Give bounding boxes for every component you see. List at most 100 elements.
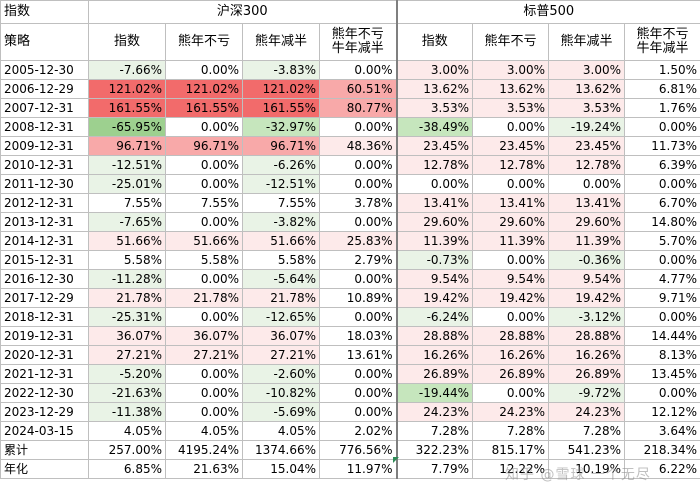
data-cell: 21.78% — [242, 288, 320, 308]
data-cell: 13.62% — [472, 79, 550, 99]
data-cell: 0.00% — [395, 174, 474, 194]
table-row: 2016-12-30 -11.28% 0.00% -5.64% 0.00% 9.54% 9.… — [0, 269, 700, 289]
data-cell: 7.55% — [88, 193, 166, 213]
data-cell: 24.23% — [395, 402, 474, 422]
data-cell: 3.64% — [624, 421, 700, 441]
data-cell: 26.89% — [548, 364, 626, 384]
data-cell: 161.55% — [165, 98, 243, 118]
data-cell: 21.78% — [165, 288, 243, 308]
row-date: 2008-12-31 — [0, 117, 89, 137]
summary-cell: 6.85% — [88, 459, 166, 479]
summary-label: 年化 — [0, 459, 89, 479]
row-date: 2006-12-29 — [0, 79, 89, 99]
data-cell: 29.60% — [472, 212, 550, 232]
summary-cell: 322.23% — [395, 440, 474, 460]
col-header: 熊年不亏 牛年减半 — [624, 23, 700, 61]
data-cell: 0.00% — [318, 174, 398, 194]
header-row-groups: 指数 沪深300 标普500 — [0, 0, 700, 24]
data-cell: 0.00% — [472, 383, 550, 403]
data-cell: 3.00% — [472, 60, 550, 80]
data-cell: 1.76% — [624, 98, 700, 118]
summary-row: 累计 257.00% 4195.24% 1374.66% 776.56% 322.23% 8… — [0, 440, 700, 460]
row-date: 2015-12-31 — [0, 250, 89, 270]
data-cell: 3.53% — [548, 98, 626, 118]
data-cell: 0.00% — [318, 117, 398, 137]
data-cell: 36.07% — [88, 326, 166, 346]
col-header: 熊年不亏 — [165, 23, 243, 61]
table-row: 2007-12-31 161.55% 161.55% 161.55% 80.77% 3.5… — [0, 98, 700, 118]
row-date: 2018-12-31 — [0, 307, 89, 327]
data-cell: 9.54% — [472, 269, 550, 289]
data-cell: 4.05% — [242, 421, 320, 441]
data-cell: 16.26% — [395, 345, 474, 365]
summary-cell: 776.56% — [318, 440, 398, 460]
row-date: 2021-12-31 — [0, 364, 89, 384]
returns-table: 指数 沪深300 标普500 策略 指数 熊年不亏 熊年减半 熊年不亏 牛年减半… — [0, 0, 700, 479]
data-cell: 3.53% — [472, 98, 550, 118]
data-cell: 28.88% — [395, 326, 474, 346]
data-cell: -12.65% — [242, 307, 320, 327]
data-cell: -2.60% — [242, 364, 320, 384]
table-row: 2005-12-30 -7.66% 0.00% -3.83% 0.00% 3.00% 3.0… — [0, 60, 700, 80]
col-header: 指数 — [395, 23, 474, 61]
data-cell: 0.00% — [472, 307, 550, 327]
row-date: 2022-12-30 — [0, 383, 89, 403]
data-cell: 0.00% — [165, 269, 243, 289]
data-cell: 25.83% — [318, 231, 398, 251]
data-cell: 36.07% — [242, 326, 320, 346]
data-cell: 27.21% — [242, 345, 320, 365]
data-cell: 10.89% — [318, 288, 398, 308]
data-cell: 23.45% — [395, 136, 474, 156]
data-cell: 0.00% — [624, 250, 700, 270]
data-cell: -25.31% — [88, 307, 166, 327]
data-cell: 21.78% — [88, 288, 166, 308]
data-cell: 23.45% — [548, 136, 626, 156]
summary-cell: 21.63% — [165, 459, 243, 479]
data-cell: 12.78% — [548, 155, 626, 175]
data-cell: 19.42% — [548, 288, 626, 308]
data-cell: 3.00% — [548, 60, 626, 80]
data-cell: 13.62% — [395, 79, 474, 99]
data-cell: 0.00% — [165, 60, 243, 80]
col-header: 熊年减半 — [548, 23, 626, 61]
data-cell: -11.38% — [88, 402, 166, 422]
data-cell: 5.70% — [624, 231, 700, 251]
data-cell: 5.58% — [165, 250, 243, 270]
summary-cell: 11.97% — [318, 459, 398, 479]
data-cell: -0.73% — [395, 250, 474, 270]
data-cell: 27.21% — [88, 345, 166, 365]
data-cell: 96.71% — [88, 136, 166, 156]
data-cell: 23.45% — [472, 136, 550, 156]
data-cell: 16.26% — [472, 345, 550, 365]
data-cell: 28.88% — [472, 326, 550, 346]
data-cell: 0.00% — [624, 174, 700, 194]
row-date: 2013-12-31 — [0, 212, 89, 232]
summary-cell: 541.23% — [548, 440, 626, 460]
data-cell: 0.00% — [472, 117, 550, 137]
data-cell: -12.51% — [242, 174, 320, 194]
data-cell: 13.45% — [624, 364, 700, 384]
data-cell: 96.71% — [165, 136, 243, 156]
cell-comment-marker — [393, 457, 399, 463]
data-cell: 11.39% — [548, 231, 626, 251]
row-date: 2010-12-31 — [0, 155, 89, 175]
data-cell: 24.23% — [472, 402, 550, 422]
data-cell: 2.79% — [318, 250, 398, 270]
summary-label: 累计 — [0, 440, 89, 460]
data-cell: 27.21% — [165, 345, 243, 365]
data-cell: 6.70% — [624, 193, 700, 213]
table-row: 2011-12-30 -25.01% 0.00% -12.51% 0.00% 0.00% 0… — [0, 174, 700, 194]
row-date: 2020-12-31 — [0, 345, 89, 365]
row-date: 2007-12-31 — [0, 98, 89, 118]
data-cell: -7.65% — [88, 212, 166, 232]
summary-cell: 10.19% — [548, 459, 626, 479]
summary-cell: 1374.66% — [242, 440, 320, 460]
data-cell: 121.02% — [165, 79, 243, 99]
col-header: 熊年不亏 牛年减半 — [318, 23, 398, 61]
data-cell: 19.42% — [472, 288, 550, 308]
data-cell: 11.39% — [395, 231, 474, 251]
row-date: 2024-03-15 — [0, 421, 89, 441]
data-cell: -5.20% — [88, 364, 166, 384]
data-cell: 51.66% — [165, 231, 243, 251]
data-cell: 12.78% — [395, 155, 474, 175]
